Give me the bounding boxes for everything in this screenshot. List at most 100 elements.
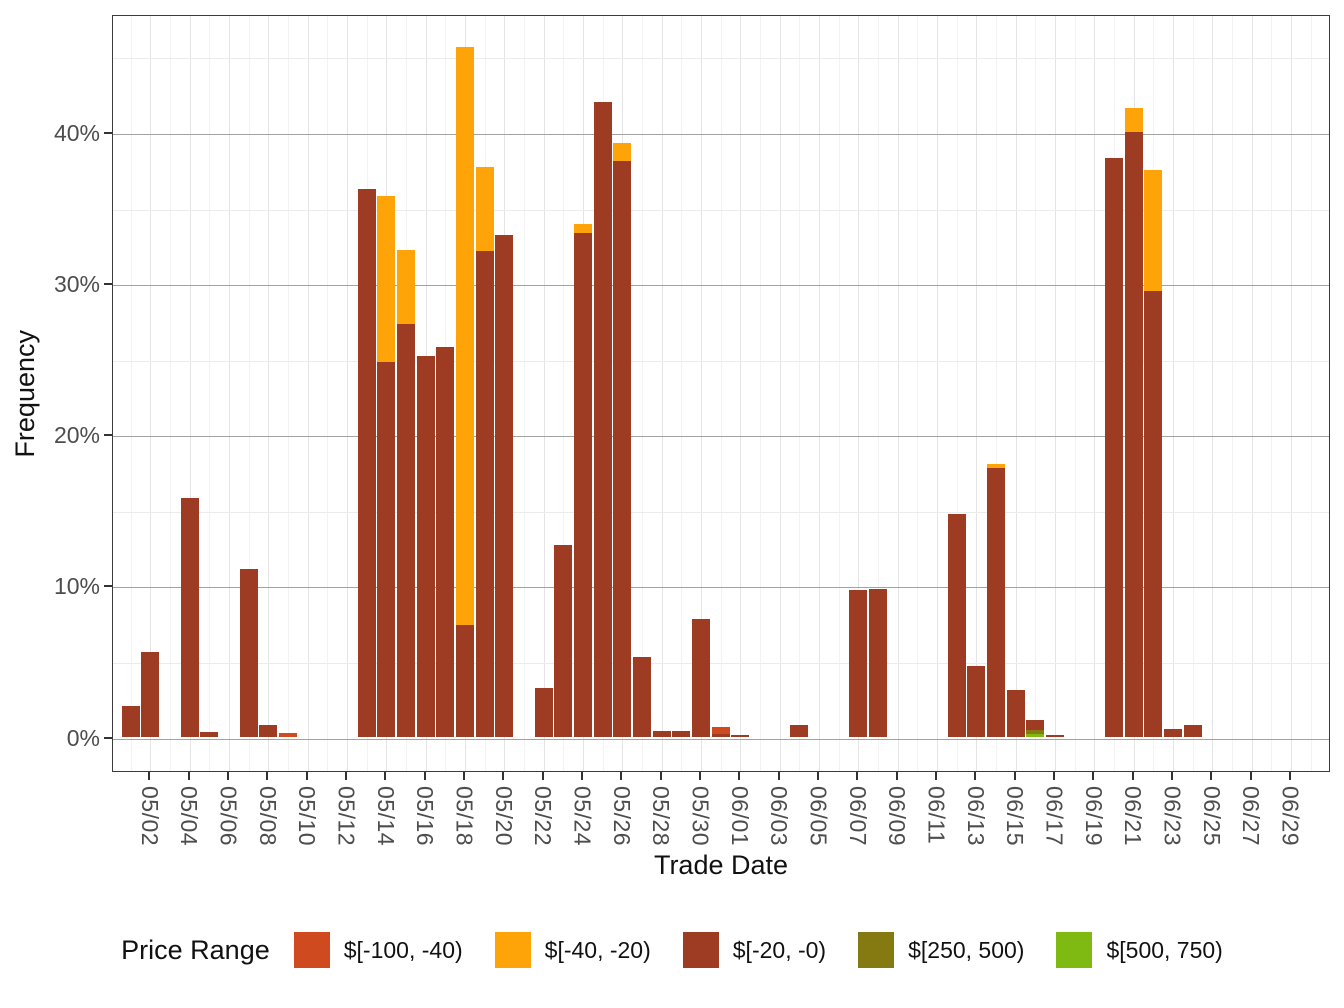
- bar-segment: [180, 497, 199, 737]
- gridline-v-major: [937, 16, 938, 771]
- bar-segment: [1026, 719, 1045, 731]
- x-tick-mark: [699, 772, 701, 780]
- x-tick-label: 05/04: [176, 786, 203, 847]
- x-tick-mark: [856, 772, 859, 780]
- x-tick-label: 06/01: [726, 786, 753, 847]
- x-tick-label: 06/15: [1002, 786, 1029, 847]
- legend-items: $[-100, -40) $[-40, -20) $[-20, -0) $[250, …: [293, 932, 1223, 968]
- x-tick-mark: [581, 772, 583, 780]
- gridline-v-minor: [956, 16, 958, 771]
- x-tick-mark: [620, 772, 623, 780]
- x-tick-label: 05/12: [333, 786, 360, 847]
- bar-06/23: [1164, 729, 1182, 737]
- bar-segment: [574, 233, 592, 737]
- gridline-h-major: [113, 587, 1329, 589]
- x-tick-mark: [187, 772, 190, 780]
- gridline-v-minor: [248, 16, 250, 771]
- bar-06/24: [1183, 725, 1202, 737]
- x-tick-label: 06/23: [1159, 786, 1186, 847]
- gridline-v-minor: [642, 16, 643, 771]
- x-tick-mark: [1053, 772, 1055, 780]
- bar-segment: [416, 355, 435, 737]
- bar-06/07: [849, 590, 868, 737]
- x-tick-mark: [738, 772, 741, 780]
- bar-segment: [475, 251, 494, 737]
- bar-segment: [377, 195, 396, 362]
- gridline-v-major: [1251, 16, 1253, 771]
- x-tick-label: 05/24: [569, 786, 596, 847]
- gridline-v-minor: [209, 16, 211, 771]
- gridline-v-minor: [130, 16, 132, 771]
- gridline-v-minor: [169, 16, 171, 771]
- y-tick-label: 0%: [66, 724, 100, 751]
- bar-segment: [397, 249, 415, 324]
- gridline-h-major: [113, 738, 1329, 740]
- bar-05/05: [200, 732, 219, 737]
- bar-segment: [141, 651, 160, 737]
- bar-segment: [495, 234, 514, 737]
- legend-item: $[-100, -40): [293, 932, 463, 968]
- gridline-v-minor: [720, 16, 722, 771]
- bar-segment: [790, 724, 809, 737]
- y-tick-label: 20%: [53, 422, 100, 449]
- bar-segment: [711, 726, 730, 735]
- bar-05/22: [534, 688, 553, 737]
- legend-label: $[250, 500): [908, 936, 1025, 963]
- bar-06/16: [1026, 719, 1045, 737]
- gridline-v-major: [307, 16, 309, 771]
- gridline-v-major: [1094, 16, 1096, 771]
- x-tick-label: 05/06: [215, 786, 242, 847]
- y-tick-mark: [104, 283, 112, 286]
- y-tick-mark: [104, 132, 112, 134]
- x-tick-mark: [935, 772, 937, 780]
- gridline-h-minor: [113, 58, 1329, 60]
- x-tick-mark: [974, 772, 977, 780]
- bar-segment: [1124, 107, 1143, 133]
- bar-segment: [633, 656, 651, 737]
- bar-segment: [1046, 735, 1064, 737]
- bar-segment: [1105, 157, 1123, 737]
- x-tick-mark: [1131, 772, 1134, 780]
- gridline-v-minor: [524, 16, 525, 771]
- legend-item: $[-40, -20): [494, 932, 651, 968]
- bar-05/16: [416, 355, 435, 737]
- legend-swatch: [858, 932, 895, 968]
- bar-05/04: [180, 497, 199, 737]
- x-tick-label: 05/30: [687, 786, 714, 847]
- bar-segment: [554, 544, 573, 737]
- bar-05/02: [141, 651, 160, 737]
- bar-segment: [692, 618, 710, 737]
- gridline-v-major: [858, 16, 860, 771]
- bar-05/18: [456, 47, 474, 737]
- bar-segment: [436, 346, 455, 737]
- x-tick-mark: [345, 772, 347, 780]
- x-tick-label: 06/03: [766, 786, 793, 847]
- bar-segment: [1026, 733, 1045, 737]
- bar-05/17: [436, 346, 455, 737]
- x-tick-mark: [1289, 772, 1291, 780]
- bar-05/26: [613, 142, 632, 737]
- bar-segment: [121, 706, 140, 737]
- x-tick-label: 05/28: [648, 786, 675, 847]
- x-tick-mark: [502, 772, 505, 780]
- x-tick-mark: [1249, 772, 1252, 780]
- bar-06/21: [1124, 107, 1143, 737]
- gridline-v-minor: [838, 16, 840, 771]
- legend-item: $[500, 750): [1056, 932, 1223, 968]
- bar-06/04: [790, 724, 809, 737]
- legend-title: Price Range: [121, 934, 270, 965]
- gridline-v-minor: [681, 16, 683, 771]
- x-tick-label: 05/26: [608, 786, 635, 847]
- y-tick-mark: [104, 434, 112, 437]
- gridline-v-major: [701, 16, 702, 771]
- x-tick-mark: [463, 772, 465, 780]
- bar-segment: [652, 731, 671, 737]
- gridline-v-major: [897, 16, 899, 771]
- gridline-h-minor: [113, 360, 1329, 362]
- bar-05/24: [574, 224, 592, 737]
- bar-05/19: [475, 166, 494, 737]
- bar-05/13: [357, 189, 376, 737]
- x-tick-mark: [305, 772, 308, 780]
- bar-segment: [377, 361, 396, 737]
- bar-05/20: [495, 234, 514, 737]
